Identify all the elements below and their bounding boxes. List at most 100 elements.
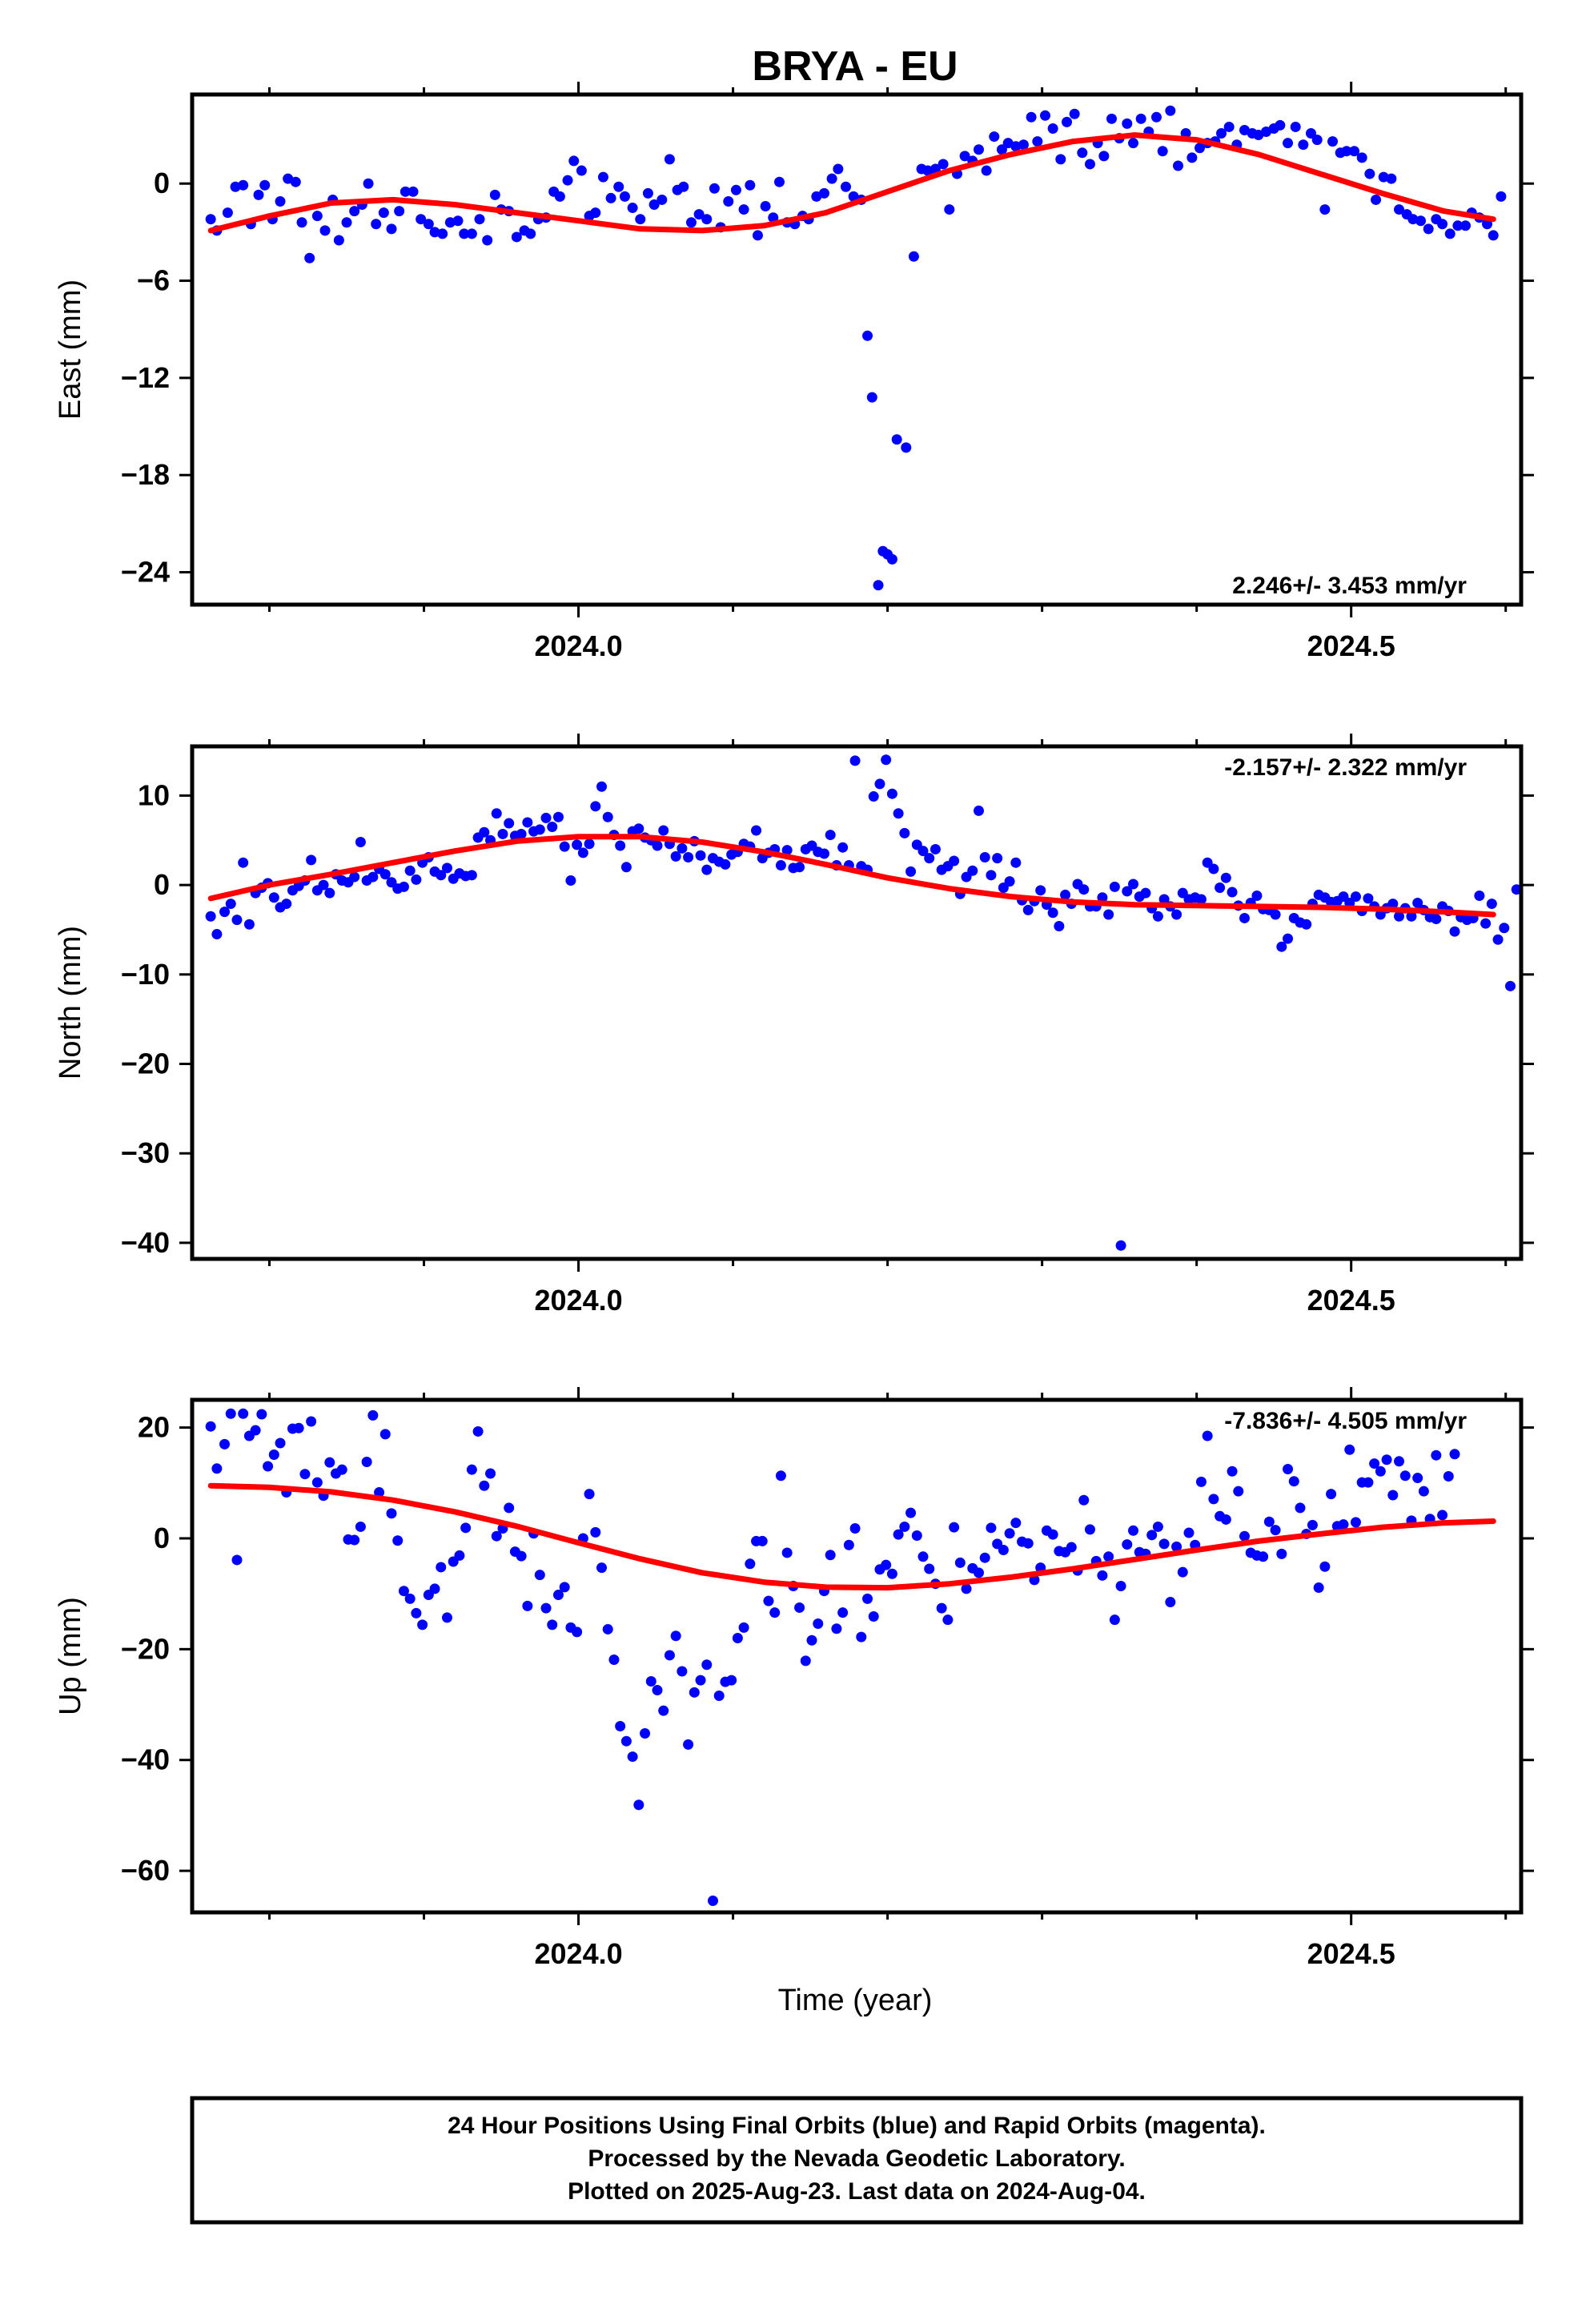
data-point	[1128, 879, 1139, 890]
data-point	[1004, 876, 1015, 887]
data-point	[1022, 904, 1034, 915]
data-point	[1356, 152, 1367, 163]
x-tick-label: 2024.5	[1307, 629, 1395, 662]
data-point	[642, 187, 653, 199]
data-point	[429, 1583, 440, 1594]
data-point	[1029, 1574, 1040, 1586]
data-point	[392, 1535, 404, 1546]
data-point	[1216, 128, 1227, 139]
observation-points	[205, 754, 1522, 1251]
data-point	[497, 828, 508, 839]
data-point	[613, 181, 624, 192]
data-point	[1055, 154, 1066, 165]
x-tick-label: 2024.0	[535, 1284, 623, 1317]
data-point	[1062, 116, 1073, 127]
x-tick-label: 2024.0	[535, 629, 623, 662]
rate-annotation: -2.157+/- 2.322 mm/yr	[1224, 754, 1467, 781]
data-point	[633, 823, 644, 834]
data-point	[219, 907, 231, 918]
data-point	[459, 228, 470, 239]
data-point	[263, 1461, 274, 1472]
data-point	[1018, 139, 1029, 151]
data-point	[1103, 1551, 1114, 1562]
data-point	[1431, 1449, 1442, 1461]
data-point	[466, 228, 477, 239]
data-point	[973, 805, 984, 816]
data-point	[1066, 1542, 1077, 1553]
data-point	[1195, 143, 1206, 154]
data-point	[238, 857, 249, 868]
data-point	[917, 1551, 929, 1562]
data-point	[849, 1523, 861, 1534]
data-point	[485, 1468, 496, 1479]
data-point	[386, 1508, 397, 1519]
y-tick-label: −12	[121, 361, 170, 394]
data-point	[620, 862, 632, 873]
y-tick-label: 0	[154, 1522, 170, 1554]
data-point	[1283, 1463, 1294, 1474]
data-point	[250, 1425, 261, 1436]
data-point	[363, 178, 374, 189]
panel-frame	[190, 1397, 1524, 1915]
data-point	[881, 754, 892, 766]
data-point	[825, 830, 836, 841]
data-point	[1363, 1477, 1374, 1488]
data-point	[394, 206, 405, 217]
data-point	[843, 1539, 854, 1550]
data-point	[416, 214, 427, 225]
data-point	[775, 1470, 786, 1482]
data-point	[773, 176, 785, 187]
data-point	[856, 1631, 867, 1642]
data-point	[231, 1554, 243, 1566]
data-point	[1387, 899, 1399, 910]
data-point	[1423, 223, 1434, 235]
data-point	[336, 1464, 347, 1475]
data-point	[967, 865, 978, 876]
data-point	[695, 850, 706, 861]
data-point	[1054, 921, 1065, 932]
data-point	[400, 186, 411, 197]
data-point	[253, 189, 264, 200]
data-point	[862, 1593, 873, 1604]
data-point	[781, 845, 793, 856]
data-point	[379, 1429, 391, 1440]
data-point	[868, 791, 879, 802]
y-axis-label: North (mm)	[54, 926, 87, 1080]
data-point	[866, 392, 877, 403]
data-point	[1275, 119, 1286, 131]
data-point	[670, 1630, 681, 1642]
data-point	[640, 1728, 651, 1739]
data-point	[1171, 909, 1182, 920]
data-point	[881, 1559, 892, 1570]
data-point	[627, 1751, 638, 1763]
data-point	[296, 217, 307, 228]
data-point	[1449, 1449, 1460, 1460]
data-point	[559, 1582, 570, 1593]
data-point	[908, 251, 919, 262]
data-point	[695, 1675, 706, 1686]
data-point	[1186, 152, 1198, 163]
data-point	[1504, 980, 1516, 991]
data-point	[1270, 909, 1281, 920]
data-point	[596, 781, 608, 792]
data-point	[862, 330, 873, 341]
data-point	[398, 881, 409, 892]
data-point	[1208, 1494, 1219, 1505]
data-point	[554, 191, 565, 202]
data-point	[1177, 1566, 1188, 1578]
data-point	[1407, 214, 1419, 225]
data-point	[565, 875, 576, 887]
data-point	[1319, 1561, 1331, 1572]
data-point	[1276, 1548, 1287, 1559]
data-point	[620, 1735, 632, 1747]
data-point	[489, 189, 500, 200]
fit-curve	[207, 834, 1496, 918]
data-point	[922, 165, 934, 176]
data-point	[685, 217, 697, 228]
data-point	[522, 1600, 533, 1611]
data-point	[769, 1607, 781, 1618]
data-point	[891, 434, 902, 445]
data-point	[1449, 926, 1460, 937]
data-point	[256, 1409, 267, 1420]
data-point	[341, 217, 352, 228]
